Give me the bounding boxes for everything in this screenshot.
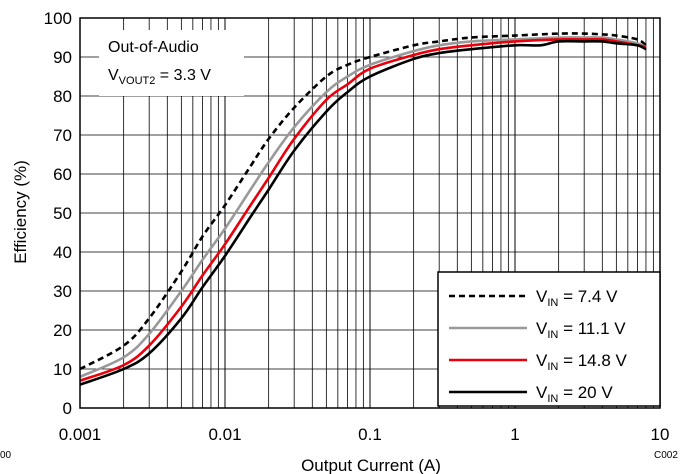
y-tick-label: 40: [53, 243, 72, 262]
legend-label-2: VIN = 14.8 V: [536, 351, 628, 373]
x-tick-label: 0.001: [59, 425, 102, 444]
y-tick-label: 60: [53, 165, 72, 184]
legend-label-0: VIN = 7.4 V: [536, 287, 618, 309]
annotation-box: Out-of-Audio VVOUT2 = 3.3 V: [99, 30, 244, 96]
plot-frame: [79, 17, 661, 409]
figure-code-left: 00: [0, 450, 12, 461]
y-tick-label: 50: [53, 204, 72, 223]
annotation-line1: Out-of-Audio: [108, 39, 199, 56]
series-line-3: [79, 39, 647, 386]
series-line-2: [79, 38, 647, 382]
y-tick-label: 30: [53, 282, 72, 301]
legend: VIN = 7.4 V VIN = 11.1 V VIN = 14.8 V VIN =…: [437, 271, 661, 407]
y-tick-label: 100: [44, 9, 72, 28]
annotation-line2: VVOUT2 = 3.3 V: [108, 67, 211, 87]
x-tick-label: 10: [651, 425, 670, 444]
series-line-1: [79, 36, 647, 378]
y-axis-title: Efficiency (%): [11, 160, 30, 264]
series-lines: [79, 32, 647, 386]
x-tick-label: 1: [510, 425, 519, 444]
y-tick-label: 10: [53, 360, 72, 379]
y-tick-label: 0: [63, 399, 72, 418]
y-tick-label: 90: [53, 48, 72, 67]
x-tick-label: 0.01: [208, 425, 241, 444]
series-line-0: [79, 32, 647, 371]
legend-label-1: VIN = 11.1 V: [536, 319, 626, 341]
legend-label-3: VIN = 20 V: [536, 383, 613, 405]
figure-code-right: C002: [654, 450, 678, 461]
x-tick-label: 0.1: [358, 425, 382, 444]
y-tick-label: 20: [53, 321, 72, 340]
y-tick-label: 70: [53, 126, 72, 145]
y-tick-label: 80: [53, 87, 72, 106]
x-axis-title: Output Current (A): [301, 456, 441, 474]
